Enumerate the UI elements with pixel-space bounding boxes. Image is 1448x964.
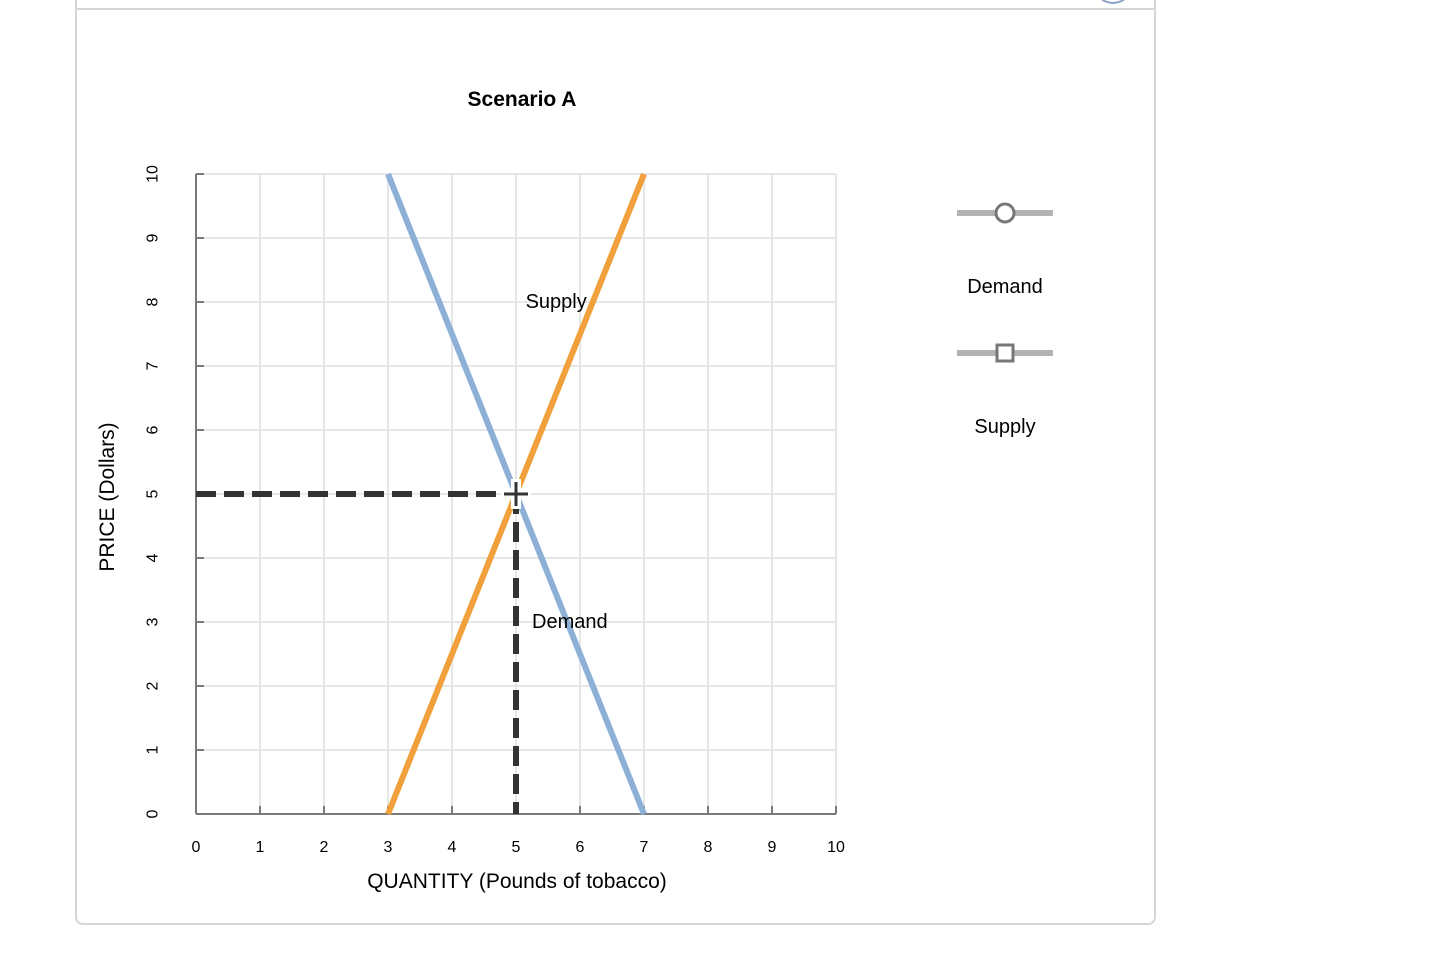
legend-square-icon xyxy=(995,343,1015,363)
equilibrium-point[interactable] xyxy=(501,479,531,509)
y-tick-label: 8 xyxy=(145,297,162,306)
y-tick-label: 3 xyxy=(145,617,162,626)
x-tick-label: 2 xyxy=(320,839,329,856)
demand-curve-label: Demand xyxy=(532,611,608,633)
y-tick-label: 2 xyxy=(145,681,162,690)
y-axis-title: PRICE (Dollars) xyxy=(96,422,119,571)
y-tick-label: 10 xyxy=(145,165,162,183)
chart-legend: Demand Supply xyxy=(957,202,1053,438)
legend-label: Supply xyxy=(974,416,1035,438)
x-tick-label: 6 xyxy=(576,839,585,856)
y-tick-label: 6 xyxy=(145,425,162,434)
y-tick-label: 0 xyxy=(145,809,162,818)
x-tick-label: 1 xyxy=(256,839,265,856)
supply-curve-label: Supply xyxy=(526,291,587,313)
legend-circle-icon xyxy=(994,202,1016,224)
legend-label: Demand xyxy=(967,276,1043,298)
y-tick-label: 7 xyxy=(145,361,162,370)
chart-title: Scenario A xyxy=(468,88,577,111)
x-axis-ticks: 0 1 2 3 4 5 6 7 8 9 10 xyxy=(192,806,845,856)
x-tick-label: 5 xyxy=(512,839,521,856)
y-tick-label: 4 xyxy=(145,553,162,562)
x-tick-label: 10 xyxy=(827,839,845,856)
y-tick-label: 9 xyxy=(145,233,162,242)
top-divider xyxy=(75,8,1156,10)
x-tick-label: 9 xyxy=(768,839,777,856)
y-tick-label: 1 xyxy=(145,745,162,754)
x-tick-label: 7 xyxy=(640,839,649,856)
x-tick-label: 8 xyxy=(704,839,713,856)
y-tick-label: 5 xyxy=(145,489,162,498)
equilibrium-guides xyxy=(196,491,519,814)
x-tick-label: 4 xyxy=(448,839,457,856)
x-tick-label: 0 xyxy=(192,839,201,856)
curve-labels: Demand Supply xyxy=(526,291,608,633)
x-tick-label: 3 xyxy=(384,839,393,856)
chart-panel xyxy=(75,0,1156,925)
x-axis-title: QUANTITY (Pounds of tobacco) xyxy=(367,870,667,893)
